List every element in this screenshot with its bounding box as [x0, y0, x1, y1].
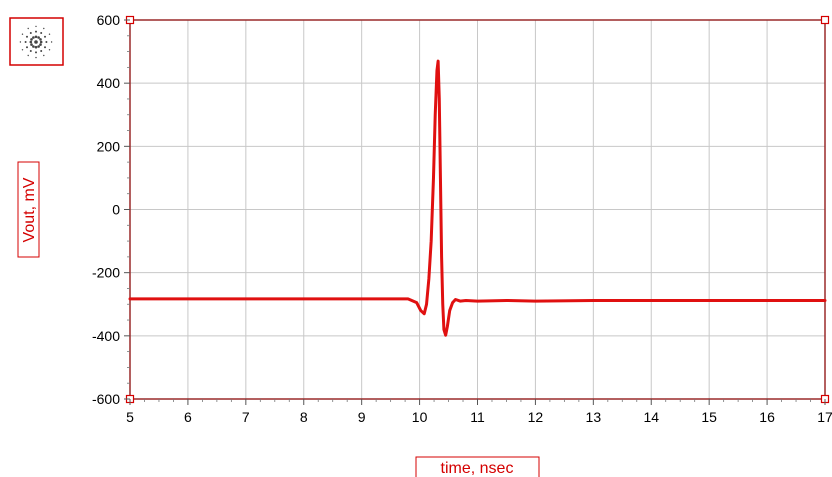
spark-dot	[45, 41, 48, 43]
y-tick-label: -600	[92, 391, 120, 407]
series-layer	[128, 59, 827, 337]
spark-dot	[25, 46, 28, 49]
x-tick-label: 11	[470, 409, 485, 425]
grid	[130, 20, 825, 399]
spark-dot	[32, 36, 35, 39]
spark-dot	[34, 45, 38, 49]
spark-center	[34, 40, 38, 44]
spark-dot	[27, 27, 29, 30]
y-axis-label: Vout, mV	[17, 161, 40, 258]
spark-dot	[50, 41, 53, 43]
corner-marker	[820, 15, 830, 25]
spark-dot	[30, 38, 33, 41]
y-tick-label: -200	[92, 265, 120, 281]
spark-dot	[48, 33, 51, 35]
spark-dot	[29, 50, 32, 53]
y-tick-label: -400	[92, 328, 120, 344]
agilent-spark-icon	[9, 17, 64, 66]
x-tick-label: 9	[358, 409, 366, 425]
spark-dot	[37, 36, 40, 39]
spark-dot	[21, 49, 24, 51]
spark-dot	[30, 43, 33, 46]
spark-dot	[24, 41, 27, 43]
spark-dot	[32, 45, 35, 48]
x-tick-label: 6	[184, 409, 192, 425]
x-axis-label-text: time, nsec	[441, 460, 514, 477]
x-tick-label: 15	[701, 409, 717, 425]
y-tick-label: 400	[97, 75, 121, 91]
spark-dot	[40, 31, 43, 34]
x-tick-label: 13	[586, 409, 602, 425]
spark-dot	[29, 40, 33, 44]
spark-dot	[48, 49, 51, 51]
spark-dot	[43, 27, 45, 30]
spark-dot	[27, 54, 29, 57]
x-tick-label: 16	[759, 409, 775, 425]
spark-dot	[43, 54, 45, 57]
spark-dot	[44, 46, 47, 49]
spark-dot	[44, 35, 47, 38]
spark-dot	[29, 31, 32, 34]
x-tick-label: 14	[643, 409, 659, 425]
x-tick-label: 5	[126, 409, 134, 425]
spark-dot	[37, 45, 40, 48]
spark-dot	[39, 40, 43, 44]
x-tick-label: 17	[817, 409, 832, 425]
x-tick-label: 10	[412, 409, 428, 425]
y-axis-label-text: Vout, mV	[21, 177, 38, 242]
axis-ticks: -600 -400 -200 0 200 400 600 5 6 7 8 9 10 11 12 13 14 15 1…	[92, 12, 832, 425]
x-axis-label: time, nsec	[415, 456, 540, 477]
y-tick-label: 200	[97, 138, 121, 154]
y-tick-label: 600	[97, 12, 121, 28]
spark-dot	[25, 35, 28, 38]
x-tick-label: 7	[242, 409, 250, 425]
spark-dot	[35, 51, 37, 54]
spark-dot	[35, 25, 37, 28]
spark-dot	[35, 56, 37, 59]
y-tick-label: 0	[112, 202, 120, 218]
x-tick-label: 8	[300, 409, 308, 425]
spark-dot	[21, 33, 24, 35]
spark-dot	[39, 43, 42, 46]
spark-dot	[19, 41, 22, 43]
x-tick-label: 12	[528, 409, 544, 425]
spark-dot	[34, 35, 38, 39]
series-line	[128, 59, 827, 337]
spark-dot	[35, 30, 37, 33]
spark-dot	[40, 50, 43, 53]
spark-dot	[39, 38, 42, 41]
